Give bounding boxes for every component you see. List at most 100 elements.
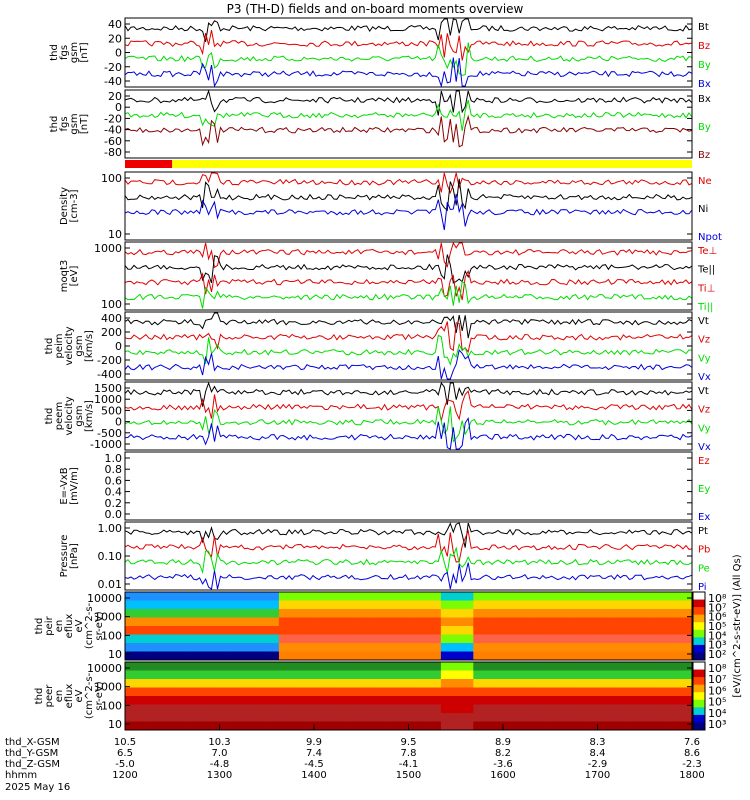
heatmap-cell [639,634,644,644]
heatmap-cell [671,713,677,722]
heatmap-cell [197,634,203,644]
heatmap-cell [530,679,535,688]
heatmap-cell [687,643,693,652]
heatmap-cell [129,662,134,671]
heatmap-cell [570,643,576,652]
heatmap-cell [331,626,337,635]
heatmap-cell [465,634,470,644]
legend-entry-Pe: Pe [698,563,710,574]
heatmap-cell [631,721,636,731]
heatmap-cell [173,721,179,731]
y-axis-label: gsm [74,405,85,426]
heatmap-cell [311,670,316,680]
y-axis-label: thd [44,338,55,355]
heatmap-cell [590,609,596,618]
heatmap-cell [534,626,539,635]
heatmap-cell [250,617,256,627]
heatmap-cell [525,643,531,652]
heatmap-cell [323,609,328,618]
footer-ygsm-value: 7.8 [401,748,417,759]
heatmap-cell [457,651,462,661]
heatmap-cell [473,696,478,705]
heatmap-cell [270,679,276,688]
heatmap-cell [299,643,304,652]
heatmap-cell [465,651,470,661]
footer-zgsm-value: -2.9 [588,759,608,770]
heatmap-cell [651,634,657,644]
heatmap-cell [254,634,260,644]
heatmap-cell [404,592,409,601]
heatmap-cell [449,651,454,661]
heatmap-cell [347,600,353,610]
colorbar-frame [692,591,706,661]
heatmap-cell [185,679,191,688]
heatmap-cell [282,651,288,661]
heatmap-cell [125,662,130,671]
heatmap-cell [546,687,551,697]
heatmap-cell [538,670,543,680]
heatmap-cell [376,626,381,635]
heatmap-cell [355,696,361,705]
heatmap-cell [210,626,215,635]
heatmap-cell [161,592,166,601]
heatmap-cell [149,670,154,680]
heatmap-cell [627,617,632,627]
heatmap-cell [181,687,187,697]
heatmap-cell [453,662,458,671]
heatmap-cell [129,704,134,714]
heatmap-cell [432,617,438,627]
heatmap-cell [246,634,252,644]
heatmap-cell [400,643,405,652]
heatmap-cell [368,651,373,661]
heatmap-cell [651,696,657,705]
heatmap-cell [372,679,377,688]
heatmap-cell [315,704,320,714]
heatmap-cell [303,617,308,627]
heatmap-cell [683,696,689,705]
heatmap-cell [129,651,134,661]
heatmap-cell [461,696,466,705]
heatmap-cell [368,696,373,705]
heatmap-cell [287,617,292,627]
heatmap-cell [234,651,239,661]
heatmap-cell [193,696,199,705]
heatmap-cell [173,713,179,722]
heatmap-cell [323,679,328,688]
heatmap-cell [582,651,588,661]
heatmap-cell [165,651,171,661]
heatmap-cell [687,592,693,601]
heatmap-cell [412,713,418,722]
heatmap-cell [169,721,175,731]
heatmap-cell [440,704,446,714]
heatmap-cell [282,626,288,635]
heatmap-cell [542,617,547,627]
heatmap-cell [392,670,397,680]
heatmap-cell [404,670,409,680]
heatmap-cell [173,704,179,714]
heatmap-cell [169,592,175,601]
heatmap-cell [388,626,393,635]
heatmap-cell [295,600,300,610]
heatmap-cell [643,592,648,601]
panel-1 [124,17,693,88]
heatmap-cell [153,679,158,688]
heatmap-cell [193,651,199,661]
heatmap-cell [428,721,434,731]
heatmap-cell [400,600,405,610]
heatmap-cell [343,670,349,680]
heatmap-cell [444,679,450,688]
legend-entry-Vx: Vx [698,372,711,383]
heatmap-cell [444,696,450,705]
heatmap-cell [270,670,276,680]
heatmap-cell [485,643,490,652]
heatmap-cell [274,704,280,714]
heatmap-cell [282,643,288,652]
heatmap-cell [270,713,276,722]
heatmap-cell [327,617,333,627]
heatmap-cell [315,643,320,652]
heatmap-cell [230,670,235,680]
heatmap-cell [355,592,361,601]
heatmap-cell [570,713,576,722]
heatmap-cell [311,679,316,688]
series-line-Vz [124,321,693,353]
